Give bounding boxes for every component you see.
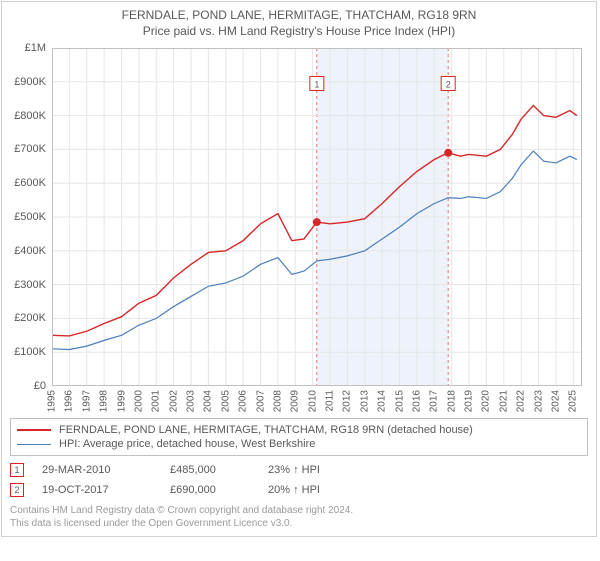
x-tick-label: 2015 bbox=[394, 390, 405, 412]
x-tick-label: 2012 bbox=[342, 390, 353, 412]
y-tick-label: £800K bbox=[14, 110, 46, 122]
sale-date: 19-OCT-2017 bbox=[42, 484, 152, 496]
x-tick-label: 2008 bbox=[272, 390, 283, 412]
x-tick-label: 2018 bbox=[446, 390, 457, 412]
y-tick-label: £300K bbox=[14, 279, 46, 291]
x-tick-label: 1996 bbox=[64, 390, 75, 412]
series-hpi bbox=[52, 151, 577, 349]
sale-delta: 20% ↑ HPI bbox=[268, 484, 320, 496]
x-tick-label: 2005 bbox=[220, 390, 231, 412]
y-axis: £0£100K£200K£300K£400K£500K£600K£700K£80… bbox=[8, 44, 50, 386]
chart-container: FERNDALE, POND LANE, HERMITAGE, THATCHAM… bbox=[1, 1, 597, 537]
sales-table: 1 29-MAR-2010 £485,000 23% ↑ HPI 2 19-OCT-201… bbox=[10, 460, 588, 500]
titles: FERNDALE, POND LANE, HERMITAGE, THATCHAM… bbox=[2, 2, 596, 40]
title-subtitle: Price paid vs. HM Land Registry's House … bbox=[6, 24, 592, 38]
legend-label: HPI: Average price, detached house, West… bbox=[59, 438, 315, 450]
sale-index-box: 2 bbox=[10, 483, 24, 497]
x-tick-label: 2024 bbox=[550, 390, 561, 412]
y-tick-label: £900K bbox=[14, 76, 46, 88]
x-tick-label: 2003 bbox=[186, 390, 197, 412]
x-tick-label: 2021 bbox=[498, 390, 509, 412]
y-tick-label: £1M bbox=[25, 42, 46, 54]
y-tick-label: £200K bbox=[14, 312, 46, 324]
x-tick-label: 2009 bbox=[290, 390, 301, 412]
footer-line-1: Contains HM Land Registry data © Crown c… bbox=[10, 504, 588, 517]
x-tick-label: 2022 bbox=[516, 390, 527, 412]
chart-svg: 12 bbox=[52, 48, 582, 386]
title-address: FERNDALE, POND LANE, HERMITAGE, THATCHAM… bbox=[6, 8, 592, 22]
legend-swatch bbox=[17, 444, 51, 445]
plot-area: £0 £100K £200K £300K £400K £500K £600K £700K £80… bbox=[8, 44, 590, 414]
footer: Contains HM Land Registry data © Crown c… bbox=[10, 504, 588, 530]
x-tick-label: 2006 bbox=[238, 390, 249, 412]
legend: FERNDALE, POND LANE, HERMITAGE, THATCHAM… bbox=[10, 418, 588, 456]
legend-swatch bbox=[17, 429, 51, 431]
sale-marker-index: 2 bbox=[446, 79, 451, 89]
x-tick-label: 2020 bbox=[481, 390, 492, 412]
x-tick-label: 2016 bbox=[411, 390, 422, 412]
footer-line-2: This data is licensed under the Open Gov… bbox=[10, 517, 588, 530]
x-tick-label: 2019 bbox=[464, 390, 475, 412]
x-tick-label: 2004 bbox=[203, 390, 214, 412]
x-tick-label: 2007 bbox=[255, 390, 266, 412]
sale-index-box: 1 bbox=[10, 463, 24, 477]
x-tick-label: 1998 bbox=[99, 390, 110, 412]
x-tick-label: 2025 bbox=[568, 390, 579, 412]
x-tick-label: 2017 bbox=[429, 390, 440, 412]
legend-label: FERNDALE, POND LANE, HERMITAGE, THATCHAM… bbox=[59, 424, 473, 436]
x-tick-label: 1999 bbox=[116, 390, 127, 412]
sale-marker-dot bbox=[444, 149, 452, 157]
x-tick-label: 1997 bbox=[81, 390, 92, 412]
sale-marker-index: 1 bbox=[314, 79, 319, 89]
y-tick-label: £500K bbox=[14, 211, 46, 223]
x-tick-label: 2023 bbox=[533, 390, 544, 412]
x-tick-label: 2001 bbox=[151, 390, 162, 412]
x-tick-label: 2002 bbox=[168, 390, 179, 412]
y-tick-label: £400K bbox=[14, 245, 46, 257]
x-tick-label: 2014 bbox=[377, 390, 388, 412]
x-tick-label: 2010 bbox=[307, 390, 318, 412]
sale-date: 29-MAR-2010 bbox=[42, 464, 152, 476]
sale-marker-dot bbox=[313, 218, 321, 226]
sale-row: 2 19-OCT-2017 £690,000 20% ↑ HPI bbox=[10, 480, 588, 500]
plot: 12 bbox=[52, 48, 586, 386]
x-tick-label: 1995 bbox=[47, 390, 58, 412]
x-tick-label: 2000 bbox=[133, 390, 144, 412]
sale-row: 1 29-MAR-2010 £485,000 23% ↑ HPI bbox=[10, 460, 588, 480]
y-tick-label: £0 bbox=[34, 380, 46, 392]
legend-row: FERNDALE, POND LANE, HERMITAGE, THATCHAM… bbox=[17, 423, 581, 437]
y-tick-label: £100K bbox=[14, 346, 46, 358]
x-axis: 1995199619971998199920002001200220032004… bbox=[52, 388, 586, 414]
sale-price: £690,000 bbox=[170, 484, 250, 496]
legend-row: HPI: Average price, detached house, West… bbox=[17, 437, 581, 451]
x-tick-label: 2011 bbox=[325, 390, 336, 412]
y-tick-label: £600K bbox=[14, 177, 46, 189]
y-tick-label: £700K bbox=[14, 143, 46, 155]
sale-price: £485,000 bbox=[170, 464, 250, 476]
x-tick-label: 2013 bbox=[359, 390, 370, 412]
sale-delta: 23% ↑ HPI bbox=[268, 464, 320, 476]
